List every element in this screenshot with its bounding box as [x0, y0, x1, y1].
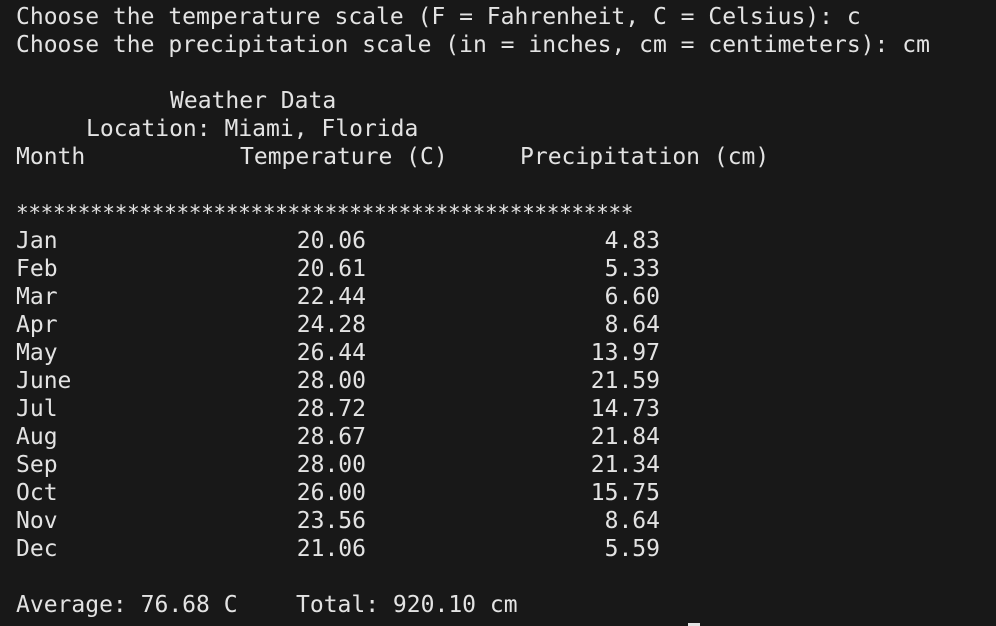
row-precipitation: 4.83	[604, 228, 660, 254]
row-month: Aug	[16, 424, 58, 450]
row-precipitation: 15.75	[590, 480, 660, 506]
table-row: Apr 24.28 8.64	[16, 311, 996, 339]
row-temperature: 28.72	[296, 396, 366, 422]
table-row: Mar 22.44 6.60	[16, 283, 996, 311]
row-month: Dec	[16, 536, 58, 562]
separator-line: ****************************************…	[16, 201, 634, 225]
row-temperature: 22.44	[296, 284, 366, 310]
report-location: Location: Miami, Florida	[86, 116, 419, 142]
table-row: Jan 20.06 4.83	[16, 227, 996, 255]
blank-line	[16, 563, 996, 591]
shell-prompt-line	[16, 619, 996, 626]
table-row: Nov 23.56 8.64	[16, 507, 996, 535]
total-precipitation: Total: 920.10 cm	[296, 592, 518, 618]
terminal-cursor	[688, 622, 700, 626]
row-month: May	[16, 340, 58, 366]
row-month: Nov	[16, 508, 58, 534]
header-temperature: Temperature (C)	[240, 144, 448, 170]
table-row: Jul 28.72 14.73	[16, 395, 996, 423]
blank-line	[16, 59, 996, 87]
row-precipitation: 21.34	[590, 452, 660, 478]
row-temperature: 20.61	[296, 256, 366, 282]
table-row: June 28.00 21.59	[16, 367, 996, 395]
row-precipitation: 5.33	[604, 256, 660, 282]
row-month: Apr	[16, 312, 58, 338]
row-month: Jul	[16, 396, 58, 422]
row-temperature: 26.44	[296, 340, 366, 366]
row-temperature: 28.67	[296, 424, 366, 450]
row-temperature: 23.56	[296, 508, 366, 534]
table-header: Month Temperature (C) Precipitation (cm)	[16, 143, 996, 171]
temperature-prompt: Choose the temperature scale (F = Fahren…	[16, 4, 861, 30]
table-row: Aug 28.67 21.84	[16, 423, 996, 451]
precipitation-prompt: Choose the precipitation scale (in = inc…	[16, 32, 930, 58]
row-precipitation: 13.97	[590, 340, 660, 366]
row-temperature: 28.00	[296, 368, 366, 394]
row-temperature: 24.28	[296, 312, 366, 338]
row-precipitation: 14.73	[590, 396, 660, 422]
row-month: Mar	[16, 284, 58, 310]
row-month: Feb	[16, 256, 58, 282]
blank-line	[16, 171, 996, 199]
row-temperature: 26.00	[296, 480, 366, 506]
row-precipitation: 6.60	[604, 284, 660, 310]
row-month: Oct	[16, 480, 58, 506]
row-precipitation: 5.59	[604, 536, 660, 562]
row-month: June	[16, 368, 72, 394]
row-temperature: 28.00	[296, 452, 366, 478]
row-precipitation: 8.64	[604, 312, 660, 338]
table-row: Feb 20.61 5.33	[16, 255, 996, 283]
row-temperature: 21.06	[296, 536, 366, 562]
table-row: Oct 26.00 15.75	[16, 479, 996, 507]
row-precipitation: 21.84	[590, 424, 660, 450]
row-month: Sep	[16, 452, 58, 478]
header-month: Month	[16, 144, 86, 170]
row-precipitation: 8.64	[604, 508, 660, 534]
row-precipitation: 21.59	[590, 368, 660, 394]
table-row: May 26.44 13.97	[16, 339, 996, 367]
header-precipitation: Precipitation (cm)	[520, 144, 770, 170]
report-title: Weather Data	[170, 88, 337, 114]
average-temperature: Average: 76.68 C	[16, 592, 238, 618]
data-rows: Jan 20.06 4.83 Feb 20.61 5.33 Mar 22.44 6.60 Apr 2…	[16, 227, 996, 563]
table-row: Dec 21.06 5.59	[16, 535, 996, 563]
row-temperature: 20.06	[296, 228, 366, 254]
table-row: Sep 28.00 21.34	[16, 451, 996, 479]
summary-line: Average: 76.68 C Total: 920.10 cm	[16, 591, 996, 619]
row-month: Jan	[16, 228, 58, 254]
